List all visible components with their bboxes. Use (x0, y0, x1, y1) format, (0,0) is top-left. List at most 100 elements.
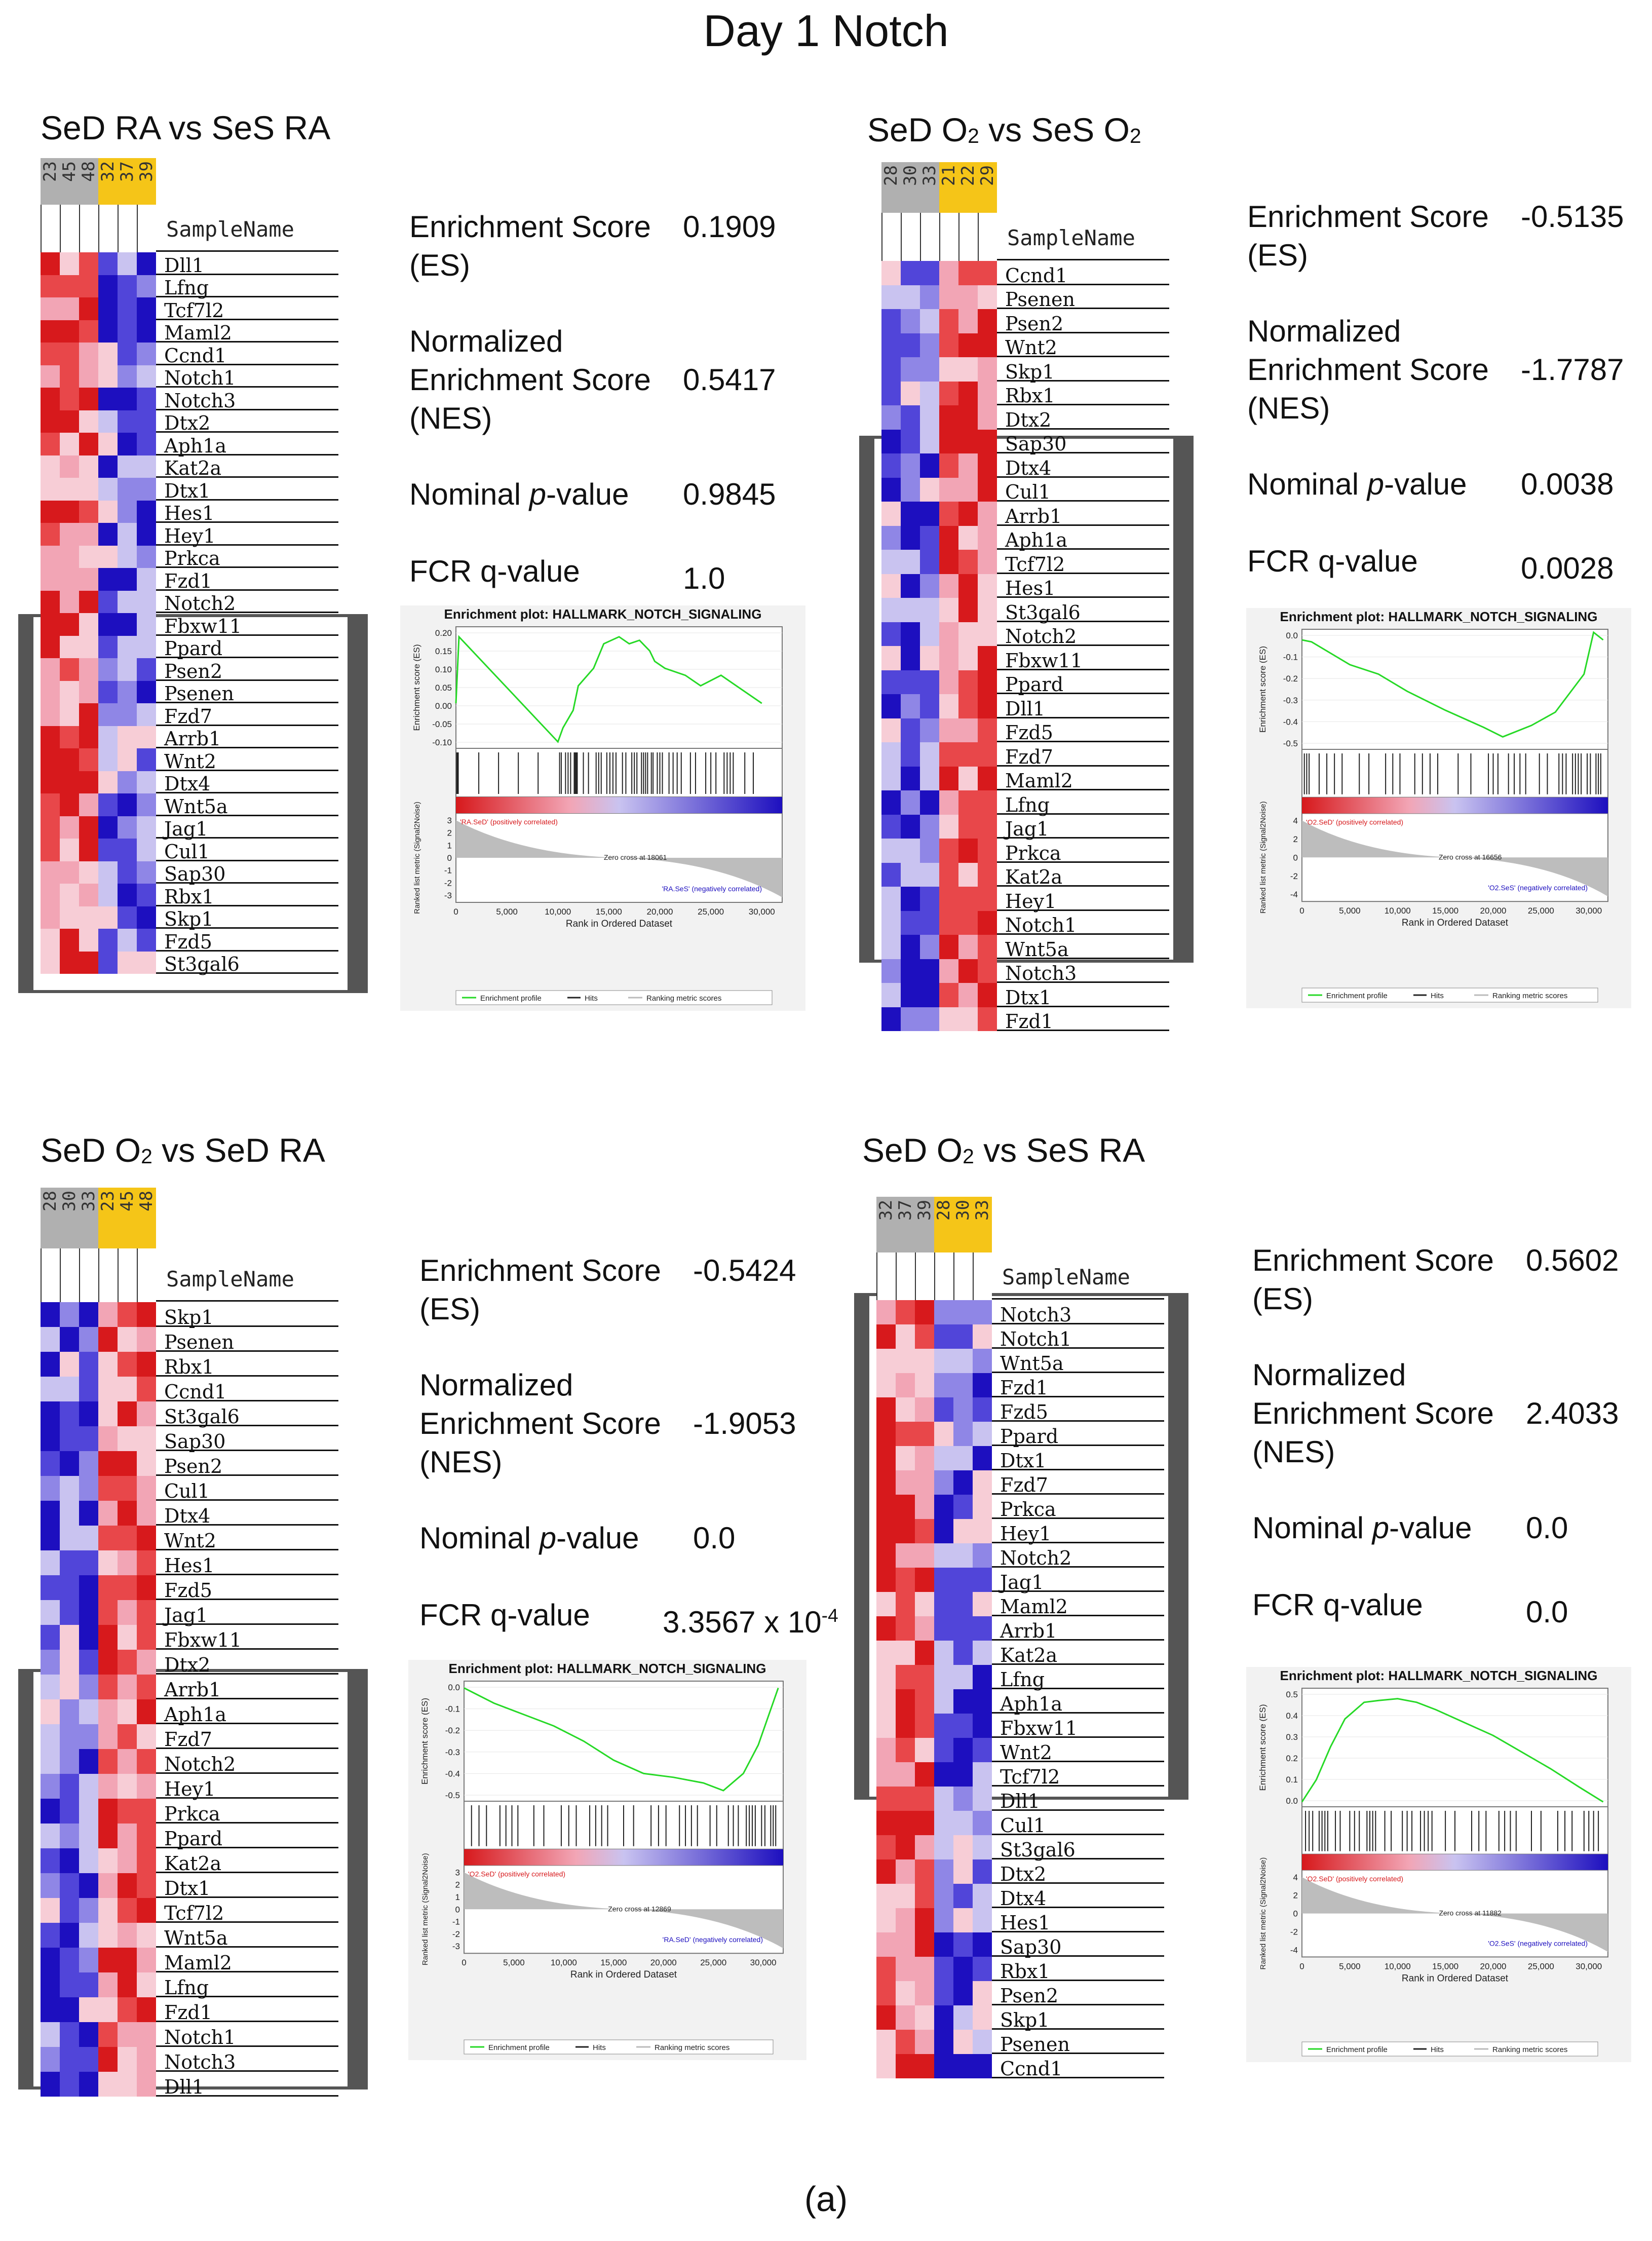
heatmap-cell (118, 1749, 137, 1774)
heatmap-cell (118, 343, 137, 365)
gene-row-rule (156, 657, 338, 658)
heatmap-cell (118, 635, 137, 658)
stat-value: 0.0 (1526, 1509, 1568, 1547)
panel-title-3: SeD O2 vs SeD RA (41, 1131, 325, 1169)
heatmap-cell (98, 884, 118, 906)
gene-row-rule (997, 620, 1169, 622)
heatmap-cell (60, 388, 79, 410)
heatmap-cell (896, 1957, 915, 1981)
legend-hits: Hits (1431, 992, 1444, 1000)
heatmap-cell (98, 297, 118, 320)
gene-row-rule (156, 1996, 338, 1997)
gene-label: Ccnd1 (1000, 2058, 1063, 2080)
gene-row-rule (997, 452, 1169, 453)
stat-label-part: Nominal (1247, 467, 1367, 501)
heatmap-cell (953, 1422, 973, 1446)
heatmap-cell (41, 816, 60, 839)
heatmap-cell (98, 658, 118, 681)
heatmap-cell (896, 1616, 915, 1641)
enrichment-score-line (1301, 631, 1604, 738)
heatmap-cell (915, 1373, 934, 1397)
zero-cross-label: Zero cross at 16656 (1439, 853, 1502, 861)
heatmap-cell (79, 793, 98, 816)
stat-label: Nominal p-value (419, 1519, 639, 1558)
heatmap-cell (876, 1762, 896, 1787)
x-tick-label: 30,000 (1576, 1961, 1602, 1971)
gene-label: Cul1 (164, 1480, 210, 1502)
x-tick-label: 30,000 (1576, 906, 1602, 916)
heatmap-cell (137, 365, 156, 388)
sample-id: 28 (934, 1200, 954, 1221)
heatmap-cell (137, 478, 156, 501)
heatmap-cell (79, 343, 98, 365)
heatmap-cell (118, 680, 137, 703)
heatmap-cell (118, 793, 137, 816)
heatmap-cell (978, 622, 997, 646)
gene-label: St3gal6 (164, 953, 240, 975)
heatmap-cell (973, 1422, 992, 1446)
gene-label: Notch3 (1000, 1304, 1072, 1326)
heatmap-cell (98, 1948, 118, 1972)
heatmap-cell (896, 1300, 915, 1324)
heatmap-cell (79, 771, 98, 793)
heatmap-cell (60, 1848, 79, 1873)
gene-label: Dll1 (1000, 1790, 1040, 1812)
heatmap-cell (60, 906, 79, 929)
rank-tick-label: 2 (455, 1880, 460, 1890)
heatmap-cell (896, 1568, 915, 1592)
stat-value: 0.0 (1526, 1586, 1568, 1631)
leading-edge-bracket (18, 614, 368, 617)
heatmap-cell (953, 1908, 973, 1932)
heatmap-cell (953, 1470, 973, 1495)
sample-header-blank (915, 1252, 934, 1300)
sample-header: 22 (958, 162, 978, 213)
gene-label: Kat2a (164, 1852, 222, 1875)
heatmap-cell (915, 1665, 934, 1689)
heatmap-cell (939, 887, 958, 911)
gene-label: Ccnd1 (1005, 264, 1068, 287)
sample-header-blank (137, 205, 156, 252)
x-axis-label: Rank in Ordered Dataset (570, 1969, 677, 1980)
sample-id: 30 (59, 1191, 80, 1211)
sample-id: 28 (40, 1191, 60, 1211)
x-tick-label: 0 (1299, 906, 1304, 916)
gene-row-rule (156, 1872, 338, 1873)
rank-tick-label: 2 (1293, 834, 1298, 844)
y-tick-label: 0.0 (1286, 631, 1298, 640)
heatmap-cell (915, 1762, 934, 1787)
stat-value: 0.0028 (1521, 542, 1614, 588)
gene-label: Skp1 (164, 1306, 214, 1328)
gene-row-rule (997, 283, 1169, 285)
heatmap-cell (118, 1501, 137, 1526)
heatmap-cell (876, 1519, 896, 1543)
heatmap-cell (973, 1957, 992, 1981)
heatmap-cell (939, 862, 958, 887)
heatmap-cell (41, 1824, 60, 1848)
sample-id: 45 (117, 1191, 137, 1211)
gene-label: Dtx2 (164, 412, 211, 434)
heatmap-cell (118, 839, 137, 861)
heatmap-cell (896, 1981, 915, 2005)
heatmap-cell (915, 1689, 934, 1714)
heatmap-cell (901, 694, 920, 718)
gene-label: Wnt2 (164, 1530, 216, 1552)
heatmap-cell (939, 309, 958, 333)
gene-label: Notch2 (164, 592, 236, 615)
heatmap-cell (881, 935, 901, 959)
gene-row-rule (997, 716, 1169, 718)
heatmap-cell (98, 635, 118, 658)
heatmap-cell (901, 550, 920, 574)
heatmap-cell (915, 1957, 934, 1981)
gene-label: Maml2 (164, 1952, 232, 1974)
heatmap-cell (41, 410, 60, 433)
heatmap-cell (98, 523, 118, 546)
gene-row-rule (156, 1375, 338, 1377)
gene-label: Psen2 (1000, 1985, 1059, 2007)
panel-title-1: SeD RA vs SeS RA (41, 108, 330, 147)
heatmap-cell (79, 388, 98, 410)
y-tick-label: -0.4 (445, 1769, 460, 1778)
enrichment-score-line (1301, 1698, 1604, 1803)
heatmap-cell (973, 1884, 992, 1908)
heatmap-cell (60, 635, 79, 658)
heatmap-cell (137, 1302, 156, 1327)
